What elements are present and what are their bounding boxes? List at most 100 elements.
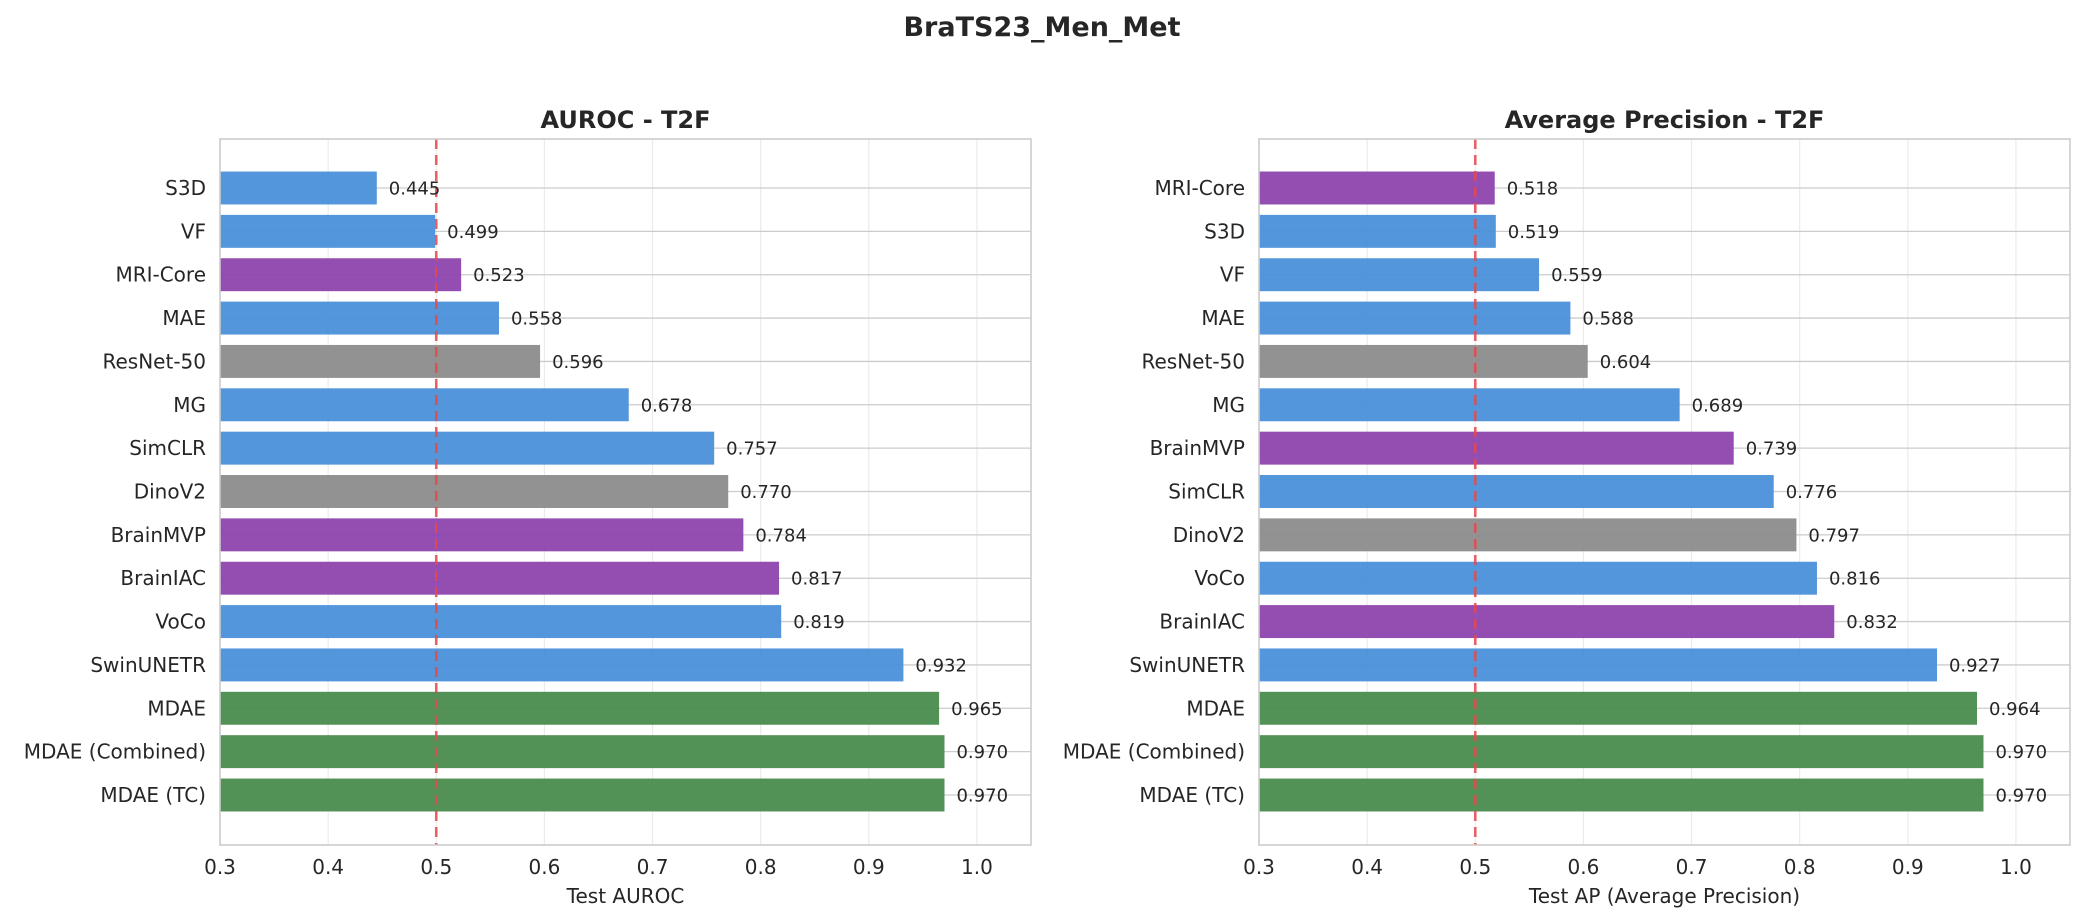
chart-title: Average Precision - T2F bbox=[1505, 106, 1825, 134]
x-tick-label: 0.8 bbox=[745, 855, 777, 879]
value-label: 0.965 bbox=[951, 699, 1003, 720]
x-tick-label: 0.5 bbox=[420, 855, 452, 879]
chart-title: AUROC - T2F bbox=[541, 106, 711, 134]
category-label: VoCo bbox=[155, 610, 206, 634]
bar bbox=[220, 648, 904, 682]
average-precision-chart: 0.518 0.519 0.559 0.588 0.604 0.689 0.739 0.776… bbox=[1063, 106, 2071, 908]
category-label: SwinUNETR bbox=[1129, 653, 1245, 677]
bar bbox=[220, 561, 780, 595]
value-label: 0.739 bbox=[1746, 439, 1798, 460]
value-label: 0.559 bbox=[1551, 265, 1603, 286]
x-tick-label: 0.5 bbox=[1459, 855, 1491, 879]
bar bbox=[1259, 431, 1734, 465]
value-label: 0.689 bbox=[1692, 395, 1744, 416]
category-label: SimCLR bbox=[129, 436, 206, 460]
bar bbox=[220, 605, 782, 639]
value-label: 0.970 bbox=[956, 742, 1008, 763]
bar bbox=[220, 735, 945, 769]
x-tick-label: 0.4 bbox=[312, 855, 344, 879]
x-tick-label: 0.4 bbox=[1351, 855, 1383, 879]
bar bbox=[1259, 561, 1817, 595]
bar bbox=[220, 778, 945, 812]
category-label: DinoV2 bbox=[134, 480, 206, 504]
category-label: MG bbox=[173, 393, 206, 417]
category-label: MDAE bbox=[1186, 696, 1245, 720]
category-label: MDAE (TC) bbox=[100, 783, 206, 807]
category-label: MAE bbox=[1201, 306, 1245, 330]
value-label: 0.499 bbox=[447, 222, 499, 243]
bar bbox=[220, 258, 462, 292]
value-label: 0.558 bbox=[511, 309, 563, 330]
x-tick-label: 0.8 bbox=[1784, 855, 1816, 879]
category-label: MAE bbox=[162, 306, 206, 330]
bar bbox=[1259, 344, 1588, 378]
value-label: 0.832 bbox=[1846, 612, 1898, 633]
value-label: 0.816 bbox=[1829, 569, 1881, 590]
value-label: 0.678 bbox=[641, 395, 693, 416]
bar bbox=[220, 344, 541, 378]
category-label: BrainIAC bbox=[120, 566, 206, 590]
category-label: MDAE (TC) bbox=[1139, 783, 1245, 807]
category-label: ResNet-50 bbox=[1142, 349, 1246, 373]
bar bbox=[1259, 648, 1937, 682]
x-tick-label: 1.0 bbox=[961, 855, 993, 879]
category-label: S3D bbox=[1204, 219, 1245, 243]
value-label: 0.927 bbox=[1949, 655, 2001, 676]
bar bbox=[220, 388, 629, 422]
bar bbox=[220, 214, 436, 248]
value-label: 0.784 bbox=[755, 525, 807, 546]
x-tick-label: 0.9 bbox=[853, 855, 885, 879]
bar bbox=[1259, 388, 1680, 422]
value-label: 0.932 bbox=[915, 655, 967, 676]
value-label: 0.970 bbox=[1995, 786, 2047, 807]
category-label: BrainIAC bbox=[1159, 610, 1245, 634]
x-axis-label: Test AUROC bbox=[566, 884, 685, 908]
x-tick-label: 0.3 bbox=[1243, 855, 1275, 879]
plot-frame bbox=[219, 138, 1032, 846]
category-label: ResNet-50 bbox=[103, 349, 207, 373]
category-label: MDAE (Combined) bbox=[1063, 740, 1245, 764]
bar bbox=[1259, 258, 1540, 292]
x-tick-label: 0.7 bbox=[1676, 855, 1708, 879]
bar bbox=[1259, 301, 1571, 335]
x-axis-label: Test AP (Average Precision) bbox=[1528, 884, 1800, 908]
category-label: MRI-Core bbox=[115, 263, 206, 287]
value-label: 0.604 bbox=[1600, 352, 1652, 373]
bar bbox=[1259, 214, 1496, 248]
category-label: BrainMVP bbox=[111, 523, 206, 547]
x-tick-label: 0.6 bbox=[528, 855, 560, 879]
bar bbox=[220, 431, 715, 465]
value-label: 0.596 bbox=[552, 352, 604, 373]
bar bbox=[1259, 475, 1774, 508]
bar bbox=[1259, 605, 1835, 639]
category-label: VF bbox=[1220, 263, 1245, 287]
value-label: 0.523 bbox=[473, 265, 525, 286]
bar bbox=[1259, 691, 1978, 725]
category-label: MDAE (Combined) bbox=[24, 740, 206, 764]
category-label: VoCo bbox=[1194, 566, 1245, 590]
bar bbox=[220, 171, 377, 205]
value-label: 0.770 bbox=[740, 482, 792, 503]
value-label: 0.970 bbox=[1995, 742, 2047, 763]
category-label: DinoV2 bbox=[1173, 523, 1245, 547]
category-label: MG bbox=[1212, 393, 1245, 417]
x-tick-label: 1.0 bbox=[2000, 855, 2032, 879]
value-label: 0.757 bbox=[726, 439, 778, 460]
figure-title: BraTS23_Men_Met bbox=[903, 12, 1180, 43]
bar bbox=[220, 475, 729, 508]
value-label: 0.519 bbox=[1508, 222, 1560, 243]
bar bbox=[1259, 735, 1984, 769]
x-tick-label: 0.7 bbox=[637, 855, 669, 879]
category-label: BrainMVP bbox=[1150, 436, 1245, 460]
bar bbox=[1259, 778, 1984, 812]
value-label: 0.819 bbox=[793, 612, 845, 633]
bar bbox=[220, 301, 499, 335]
bar bbox=[1259, 171, 1495, 205]
category-label: SwinUNETR bbox=[90, 653, 206, 677]
value-label: 0.817 bbox=[791, 569, 843, 590]
value-label: 0.964 bbox=[1989, 699, 2041, 720]
auroc-chart: 0.445 0.499 0.523 0.558 0.596 0.678 0.757 0.770… bbox=[24, 106, 1032, 908]
value-label: 0.518 bbox=[1507, 179, 1559, 200]
value-label: 0.797 bbox=[1808, 525, 1860, 546]
